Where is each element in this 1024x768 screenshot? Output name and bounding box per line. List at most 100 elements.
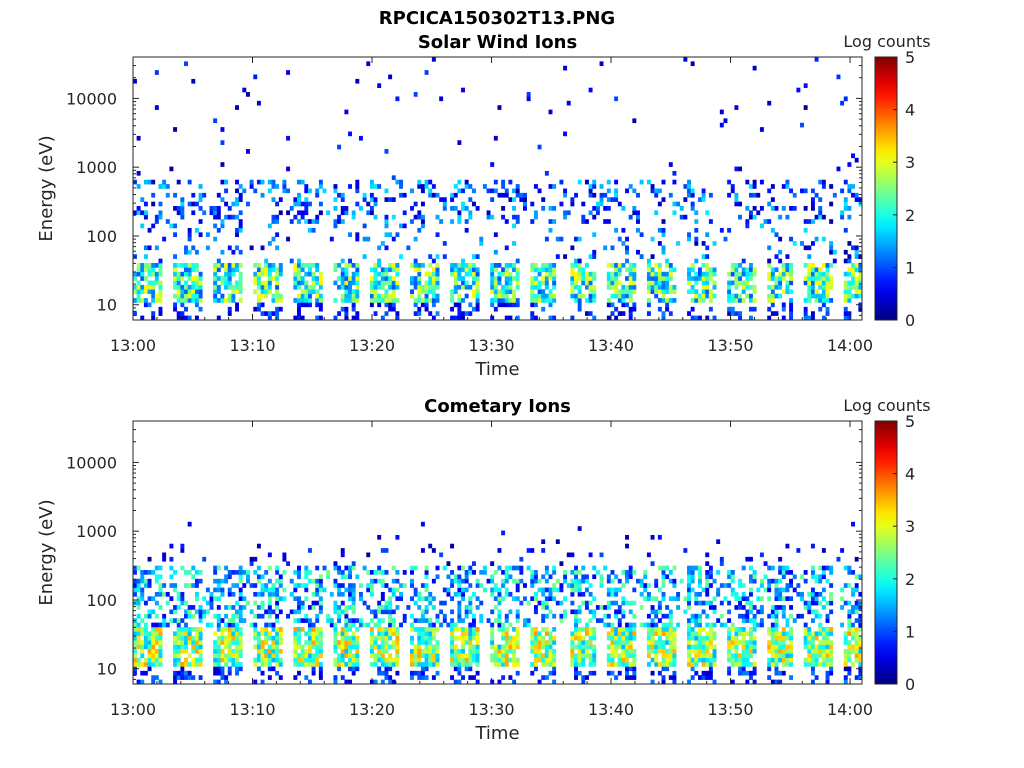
heatmap-cell	[333, 635, 338, 641]
heatmap-cell	[690, 662, 695, 667]
heatmap-cell	[741, 583, 746, 588]
heatmap-cell	[810, 574, 815, 580]
heatmap-cell	[705, 670, 710, 676]
heatmap-cell	[231, 570, 236, 575]
heatmap-cell	[311, 289, 316, 294]
heatmap-cell	[333, 605, 338, 610]
heatmap-cell	[818, 271, 823, 277]
heatmap-cell	[825, 675, 830, 680]
heatmap-cell	[169, 583, 174, 588]
heatmap-cell	[705, 284, 710, 290]
heatmap-cell	[227, 618, 232, 623]
heatmap-cell	[814, 613, 819, 619]
heatmap-cell	[461, 657, 465, 663]
heatmap-cell	[318, 648, 323, 654]
heatmap-cell	[198, 289, 203, 294]
heatmap-cell	[355, 627, 360, 632]
heatmap-cell	[657, 644, 662, 650]
heatmap-cell	[238, 618, 243, 623]
heatmap-cell	[300, 201, 305, 207]
heatmap-cell	[275, 267, 280, 273]
heatmap-cell	[475, 206, 480, 211]
heatmap-cell	[592, 184, 597, 189]
heatmap-cell	[410, 276, 414, 281]
heatmap-cell	[690, 570, 695, 575]
heatmap-cell	[774, 657, 779, 663]
heatmap-cell	[297, 640, 301, 645]
heatmap-cell	[337, 605, 342, 610]
heatmap-cell	[818, 206, 823, 211]
heatmap-cell	[158, 662, 163, 667]
heatmap-cell	[191, 644, 196, 650]
heatmap-cell	[231, 648, 236, 654]
heatmap-cell	[264, 263, 269, 268]
heatmap-cell	[668, 267, 673, 273]
heatmap-cell	[497, 609, 502, 615]
heatmap-cell	[337, 570, 342, 575]
heatmap-cell	[610, 293, 615, 299]
heatmap-cell	[158, 631, 163, 637]
heatmap-cell	[807, 267, 812, 273]
heatmap-cell	[723, 118, 728, 124]
heatmap-cell	[384, 548, 389, 553]
heatmap-cell	[530, 263, 535, 268]
heatmap-cell	[340, 600, 345, 606]
heatmap-cell	[187, 521, 192, 527]
heatmap-cell	[224, 675, 229, 680]
heatmap-cell	[628, 574, 633, 580]
heatmap-cell	[727, 670, 732, 676]
heatmap-cell	[552, 267, 557, 273]
heatmap-cell	[581, 574, 586, 580]
heatmap-cell	[592, 271, 597, 277]
heatmap-cell	[533, 184, 538, 189]
heatmap-cell	[639, 583, 644, 588]
heatmap-cell	[253, 644, 258, 650]
heatmap-cell	[435, 214, 440, 220]
heatmap-cell	[315, 276, 320, 281]
heatmap-cell	[610, 631, 615, 637]
heatmap-cell	[297, 306, 301, 312]
heatmap-cell	[752, 648, 757, 654]
heatmap-cell	[858, 653, 862, 658]
heatmap-cell	[348, 258, 352, 264]
heatmap-cell	[461, 648, 465, 654]
heatmap-cell	[184, 627, 188, 632]
heatmap-cell	[628, 640, 633, 645]
heatmap-cell	[136, 578, 141, 584]
heatmap-cell	[471, 675, 476, 680]
heatmap-cell	[417, 267, 422, 273]
heatmap-cell	[461, 298, 465, 303]
heatmap-cell	[260, 245, 265, 251]
heatmap-cell	[851, 284, 856, 290]
heatmap-cell	[592, 662, 597, 667]
heatmap-cell	[588, 311, 593, 316]
heatmap-cell	[625, 284, 630, 290]
heatmap-cell	[705, 267, 710, 273]
heatmap-cell	[708, 653, 713, 658]
heatmap-cell	[533, 648, 538, 654]
heatmap-cell	[858, 670, 862, 676]
heatmap-cell	[300, 648, 305, 654]
heatmap-cell	[333, 223, 338, 229]
heatmap-cell	[807, 635, 812, 641]
heatmap-cell	[194, 627, 199, 632]
heatmap-cell	[362, 236, 367, 242]
heatmap-cell	[752, 662, 757, 667]
heatmap-cell	[238, 613, 243, 619]
heatmap-cell	[636, 192, 640, 198]
heatmap-cell	[169, 166, 174, 172]
heatmap-cell	[646, 298, 651, 303]
heatmap-cell	[187, 627, 192, 632]
heatmap-cell	[599, 583, 604, 588]
heatmap-cell	[566, 210, 571, 216]
heatmap-cell	[238, 227, 243, 233]
heatmap-cell	[734, 105, 739, 110]
heatmap-cell	[843, 583, 848, 588]
heatmap-cell	[348, 618, 352, 623]
heatmap-cell	[238, 609, 243, 615]
heatmap-cell	[173, 631, 178, 637]
heatmap-cell	[497, 293, 502, 299]
heatmap-cell	[140, 662, 145, 667]
heatmap-cell	[592, 284, 597, 290]
heatmap-cell	[490, 622, 495, 628]
